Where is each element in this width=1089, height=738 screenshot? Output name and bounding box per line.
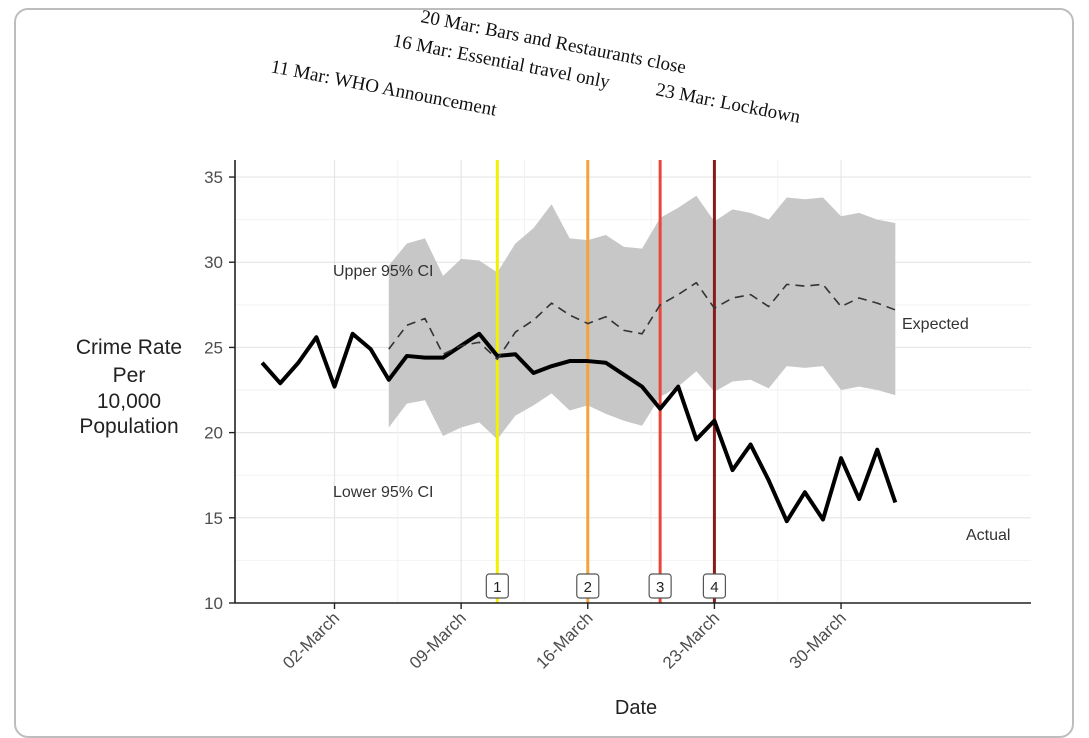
ci-band-layer: [388, 195, 896, 440]
x-axis-title: Date: [615, 697, 657, 716]
y-axis-title-line-1: Crime Rate: [76, 336, 182, 359]
y-tick-label: 20: [204, 424, 223, 443]
y-tick-label: 25: [204, 338, 223, 357]
crime-rate-chart: 1 2 3 4 10 15 20 25 30 35 02-March 09-March 16-Marc…: [76, 6, 1031, 716]
event-marker-box-1: [485, 573, 509, 599]
y-axis-title-line-2: Per: [113, 364, 146, 387]
x-tick-label: 09-March: [406, 608, 470, 672]
y-axis-title-line-3: 10,000: [97, 390, 161, 413]
y-tick-label: 10: [204, 594, 223, 613]
actual-label: Actual: [966, 527, 1010, 544]
series-line-expected: [388, 281, 896, 361]
y-tick-label: 35: [204, 168, 223, 187]
event-marker-box-3: [648, 573, 672, 599]
event-marker-box-4: [702, 573, 727, 599]
series-line-actual: [260, 331, 898, 524]
x-tick-label: 16-March: [532, 608, 596, 672]
event-marker-2: 2: [584, 579, 592, 596]
event-marker-box-2: [576, 573, 600, 599]
x-tick-label: 30-March: [786, 608, 850, 672]
lower-ci-label: Lower 95% CI: [333, 484, 434, 501]
upper-ci-label: Upper 95% CI: [333, 263, 434, 280]
event-label-1: 11 Mar: WHO Announcement: [269, 56, 499, 121]
x-tick-label: 02-March: [279, 608, 343, 672]
y-tick-label: 15: [204, 509, 223, 528]
event-marker-1: 1: [493, 579, 501, 596]
ci-band: [388, 195, 896, 440]
series-layer: [260, 281, 898, 524]
expected-label: Expected: [902, 316, 969, 333]
y-tick-label: 30: [204, 253, 223, 272]
event-marker-3: 3: [656, 579, 664, 596]
x-tick-label: 23-March: [659, 608, 723, 672]
event-label-4: 23 Mar: Lockdown: [654, 79, 802, 128]
event-marker-4: 4: [710, 579, 718, 596]
event-lines-layer: 1 2 3 4: [485, 160, 727, 603]
y-axis-title-line-4: Population: [79, 415, 178, 438]
